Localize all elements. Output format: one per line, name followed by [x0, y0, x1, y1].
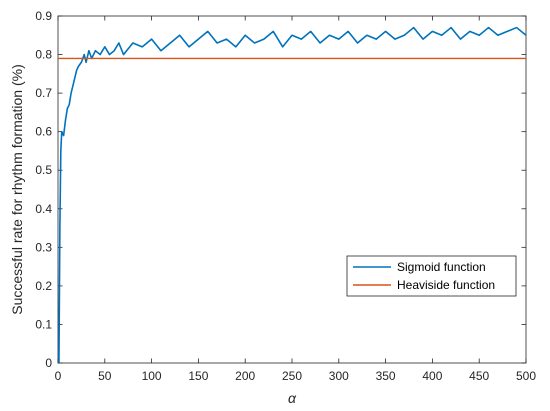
x-tick-label: 250 — [282, 369, 302, 383]
series-line-sigmoid — [58, 26, 527, 364]
y-axis-ticks: 0 0.1 0.2 0.3 0.4 0.5 0.6 0.7 0.8 0.9 — [35, 9, 526, 370]
y-axis-label: Successful rate for rhythm formation (%) — [9, 64, 25, 315]
axes-box — [57, 15, 527, 364]
y-tick-label: 0.1 — [35, 317, 52, 331]
y-tick-label: 0.7 — [35, 86, 52, 100]
y-tick-label: 0 — [45, 356, 52, 370]
y-tick-label: 0.3 — [35, 240, 52, 254]
legend-box — [346, 255, 517, 297]
legend-label: Heaviside function — [397, 278, 495, 292]
y-tick-label: 0.4 — [35, 202, 52, 216]
y-tick-label: 0.5 — [35, 163, 52, 177]
x-tick-label: 350 — [376, 369, 396, 383]
x-axis-label: α — [288, 390, 297, 406]
x-tick-label: 300 — [329, 369, 349, 383]
y-tick-label: 0.9 — [35, 9, 52, 23]
x-tick-label: 200 — [235, 369, 255, 383]
x-tick-label: 100 — [142, 369, 162, 383]
x-tick-label: 500 — [516, 369, 536, 383]
plot-area-frame — [57, 15, 527, 364]
y-tick-label: 0.6 — [35, 125, 52, 139]
y-tick-label: 0.2 — [35, 279, 52, 293]
x-tick-label: 50 — [98, 369, 112, 383]
x-tick-label: 450 — [469, 369, 489, 383]
y-tick-label: 0.8 — [35, 48, 52, 62]
x-tick-label: 0 — [55, 369, 62, 383]
x-axis-ticks: 0 50 100 150 200 250 300 350 400 450 500 — [55, 16, 536, 383]
x-tick-label: 150 — [188, 369, 208, 383]
x-tick-label: 400 — [422, 369, 442, 383]
legend: Sigmoid function Heaviside function — [346, 255, 517, 297]
legend-label: Sigmoid function — [397, 260, 486, 274]
series-layer — [58, 26, 527, 364]
